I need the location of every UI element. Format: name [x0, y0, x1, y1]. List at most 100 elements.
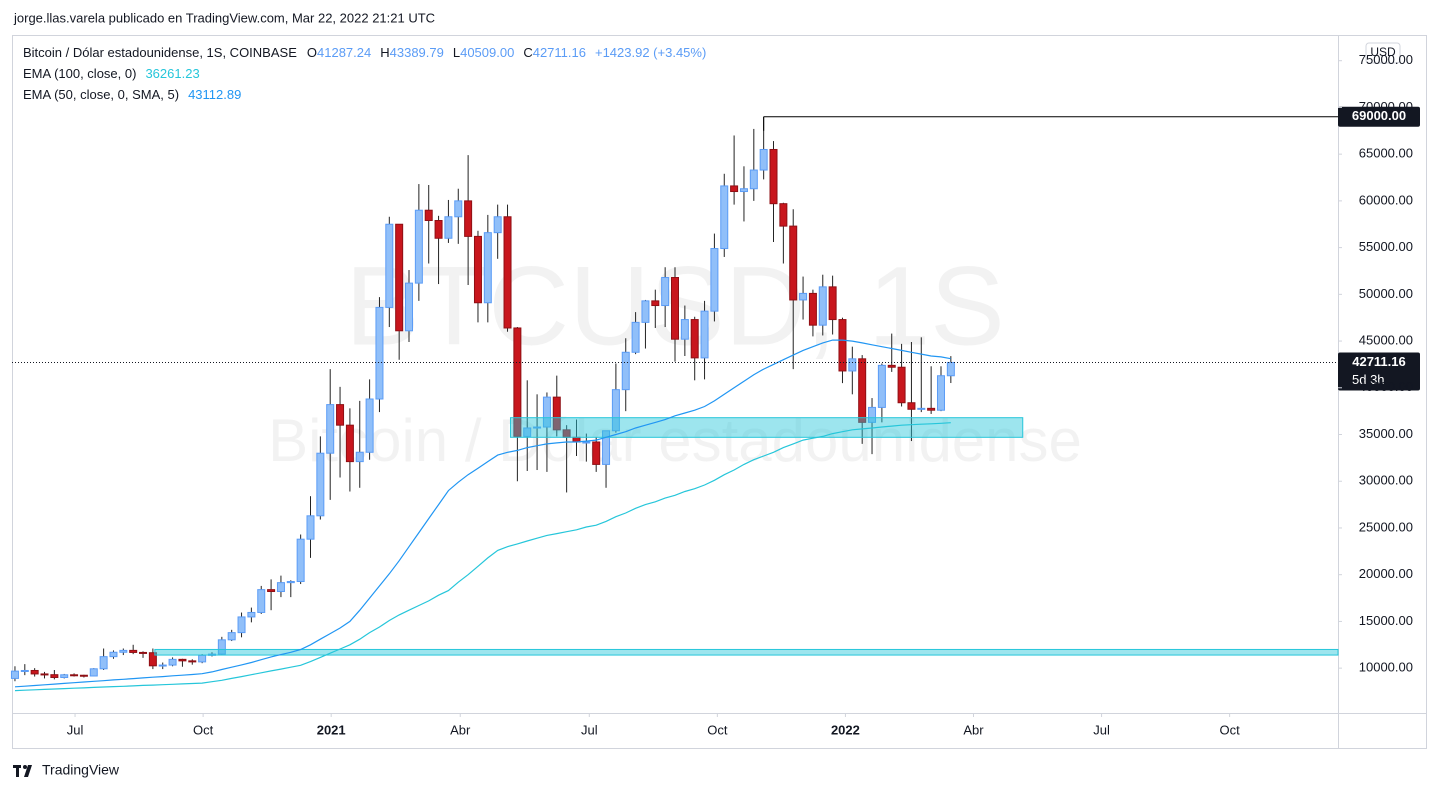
candle-body [592, 441, 601, 465]
countdown-label: 5d 3h [1352, 372, 1385, 387]
footer-brand: TradingView [42, 762, 120, 778]
y-tick-label: 20000.00 [1359, 566, 1413, 581]
candle-body [168, 658, 177, 666]
candle-body [779, 203, 788, 227]
candle-body [158, 664, 167, 667]
ohlc-key: H [380, 45, 389, 60]
y-tick-label: 25000.00 [1359, 519, 1413, 534]
candle-body [40, 673, 49, 676]
candle-body [808, 292, 817, 326]
candle-body [267, 589, 276, 593]
candle-body [326, 404, 335, 454]
high-line-badge [1338, 106, 1420, 127]
candle-body [602, 430, 611, 465]
candle-body [828, 286, 837, 321]
candle-body [671, 277, 679, 340]
x-tick-label: Abr [450, 722, 471, 737]
candle-body [513, 327, 522, 437]
ohlc-value: 41287.24 [317, 45, 371, 60]
y-tick-label: 50000.00 [1359, 286, 1413, 301]
support-zone [509, 417, 1024, 438]
candle-body [444, 216, 453, 239]
candle-body [533, 426, 542, 429]
candle-body [907, 402, 916, 410]
currency-label[interactable]: USD [1370, 45, 1396, 59]
ohlc-key: O [307, 45, 317, 60]
support-zone [154, 648, 1339, 656]
x-tick-label: Oct [707, 722, 728, 737]
candle-body [690, 319, 699, 359]
x-tick-label: Abr [963, 722, 984, 737]
candle-body [917, 407, 926, 410]
x-tick-label: Jul [1093, 722, 1110, 737]
candle-body [523, 427, 532, 437]
candle-body [247, 611, 256, 618]
y-tick-label: 15000.00 [1359, 613, 1413, 628]
candle-body [119, 649, 128, 653]
x-tick-label: 2022 [831, 722, 860, 737]
candle-body [79, 674, 88, 677]
candle-body [858, 358, 867, 423]
candle-body [139, 651, 148, 654]
logo-dot [23, 765, 27, 769]
candle-body [414, 209, 423, 284]
ohlc-key: C [523, 45, 532, 60]
candle-body [680, 319, 689, 340]
candle-body [789, 225, 798, 301]
ema-line [14, 339, 951, 688]
candle-body [848, 358, 857, 372]
candle-body [641, 300, 650, 323]
ohlc-value: 42711.16 [533, 45, 586, 60]
candle-body [296, 538, 305, 583]
candle-body [769, 148, 778, 205]
candle-body [582, 441, 591, 444]
x-tick-label: Oct [1220, 722, 1241, 737]
candle-body [661, 277, 670, 307]
candle-body [651, 300, 660, 307]
currency-button[interactable] [1365, 42, 1401, 64]
candle-body [749, 169, 758, 190]
ohlc-readout: Bitcoin / Dólar estadounidense, 1S, COIN… [23, 45, 706, 60]
candle-body [129, 649, 138, 653]
chart-frame [12, 35, 1427, 749]
price-badge [1338, 352, 1420, 391]
candle-body [237, 616, 246, 634]
indicator-legend: EMA (100, close, 0) 36261.23 [23, 66, 200, 81]
publisher-header: jorge.llas.varela publicado en TradingVi… [13, 10, 435, 25]
price-label: 42711.16 [1352, 354, 1406, 369]
candle-body [877, 364, 886, 408]
indicator-legend: EMA (50, close, 0, SMA, 5) 43112.89 [23, 87, 241, 102]
candle-body [306, 515, 315, 540]
candle-body [611, 389, 620, 432]
candle-body [936, 375, 945, 411]
candle-body [276, 582, 285, 593]
y-tick-label: 10000.00 [1359, 660, 1413, 675]
ohlc-key: L [453, 45, 460, 60]
candle-body [493, 216, 502, 234]
change-value: +1423.92 (+3.45%) [595, 45, 706, 60]
candle-body [188, 660, 197, 663]
candle-body [148, 652, 157, 667]
candle-body [385, 223, 394, 308]
symbol-description: Bitcoin / Dólar estadounidense, 1S, COIN… [23, 45, 297, 60]
y-tick-label: 55000.00 [1359, 239, 1413, 254]
candle-body [424, 209, 433, 222]
candle-body [10, 670, 19, 679]
candle-body [227, 632, 236, 641]
y-tick-label: 60000.00 [1359, 192, 1413, 207]
candle-body [887, 364, 896, 368]
candle-body [946, 361, 955, 377]
candle-body [109, 651, 118, 658]
candle-body [542, 396, 551, 428]
candle-body [483, 232, 492, 304]
candle-body [818, 286, 827, 326]
y-tick-label: 40000.00 [1359, 379, 1413, 394]
candle-body [473, 235, 482, 304]
candle-body [621, 351, 630, 391]
candle-body [552, 396, 561, 431]
tradingview-logo [13, 765, 32, 777]
candle-body [217, 639, 226, 655]
x-tick-label: Oct [193, 722, 214, 737]
indicator-name: EMA (50, close, 0, SMA, 5) [23, 87, 179, 102]
